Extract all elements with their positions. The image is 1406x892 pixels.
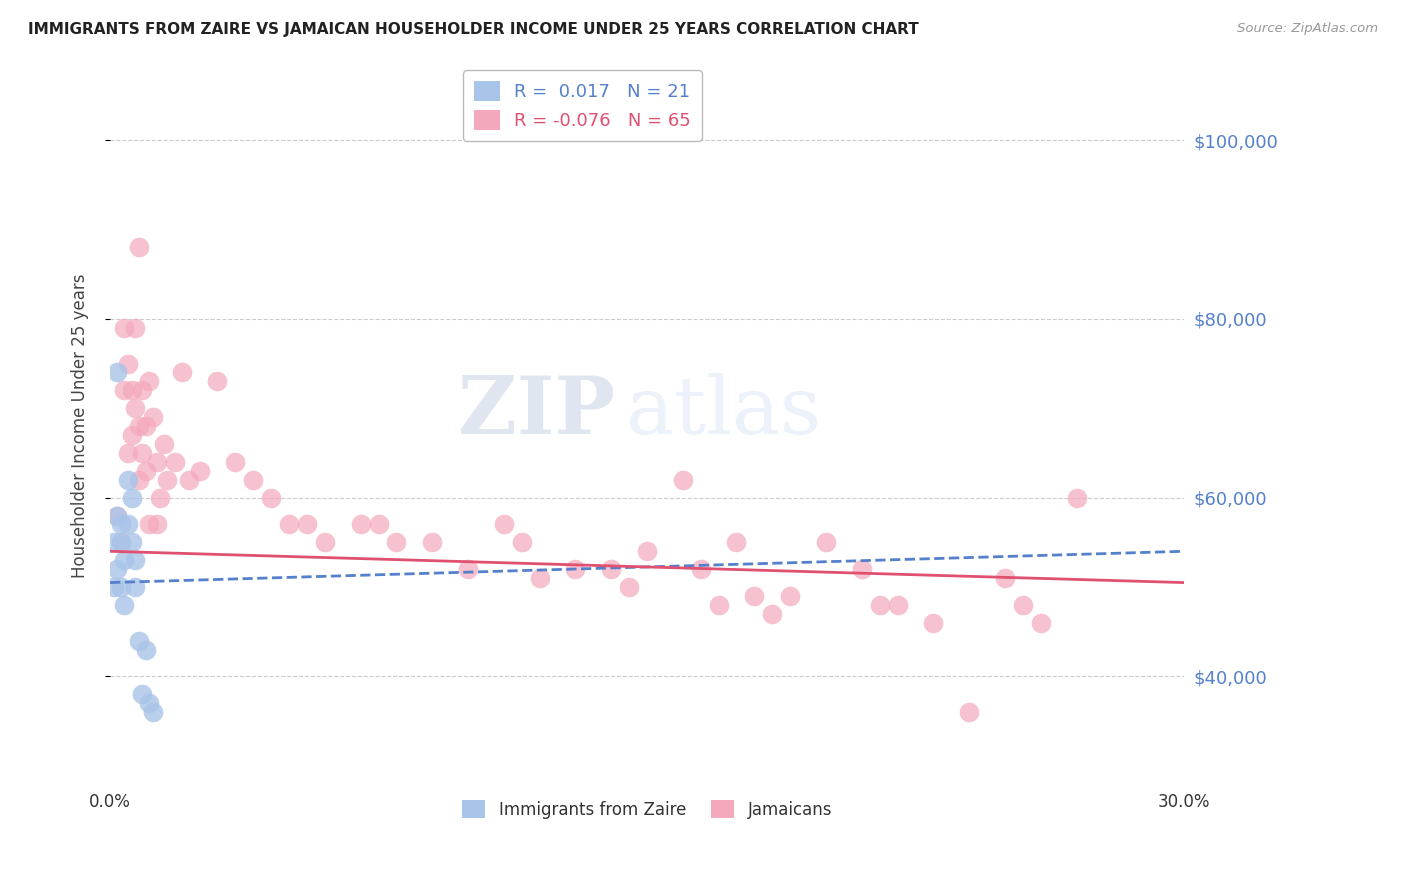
Point bbox=[163, 455, 186, 469]
Point bbox=[138, 375, 160, 389]
Point bbox=[124, 553, 146, 567]
Point bbox=[314, 535, 336, 549]
Point bbox=[124, 580, 146, 594]
Point bbox=[617, 580, 640, 594]
Point bbox=[117, 357, 139, 371]
Point bbox=[242, 473, 264, 487]
Point bbox=[600, 562, 623, 576]
Point bbox=[103, 535, 125, 549]
Legend: Immigrants from Zaire, Jamaicans: Immigrants from Zaire, Jamaicans bbox=[456, 794, 839, 825]
Point bbox=[112, 553, 135, 567]
Point bbox=[744, 589, 766, 603]
Text: IMMIGRANTS FROM ZAIRE VS JAMAICAN HOUSEHOLDER INCOME UNDER 25 YEARS CORRELATION : IMMIGRANTS FROM ZAIRE VS JAMAICAN HOUSEH… bbox=[28, 22, 920, 37]
Point bbox=[188, 464, 211, 478]
Point bbox=[121, 428, 143, 442]
Point bbox=[636, 544, 658, 558]
Text: atlas: atlas bbox=[626, 373, 821, 450]
Point bbox=[117, 446, 139, 460]
Point bbox=[128, 633, 150, 648]
Text: Source: ZipAtlas.com: Source: ZipAtlas.com bbox=[1237, 22, 1378, 36]
Point bbox=[814, 535, 837, 549]
Point bbox=[135, 464, 157, 478]
Point bbox=[156, 473, 179, 487]
Point bbox=[1029, 615, 1052, 630]
Point bbox=[105, 366, 128, 380]
Point bbox=[121, 384, 143, 398]
Point bbox=[124, 320, 146, 334]
Point bbox=[142, 410, 165, 425]
Point bbox=[457, 562, 479, 576]
Point bbox=[110, 535, 132, 549]
Point bbox=[869, 598, 891, 612]
Point bbox=[260, 491, 283, 505]
Point bbox=[994, 571, 1017, 585]
Point bbox=[105, 508, 128, 523]
Point bbox=[149, 491, 172, 505]
Point bbox=[112, 320, 135, 334]
Point bbox=[145, 517, 167, 532]
Point bbox=[112, 384, 135, 398]
Point bbox=[224, 455, 246, 469]
Point bbox=[110, 535, 132, 549]
Point bbox=[124, 401, 146, 416]
Y-axis label: Householder Income Under 25 years: Householder Income Under 25 years bbox=[72, 274, 89, 578]
Point bbox=[367, 517, 389, 532]
Point bbox=[131, 446, 153, 460]
Point bbox=[117, 473, 139, 487]
Point bbox=[105, 508, 128, 523]
Point bbox=[1011, 598, 1033, 612]
Point bbox=[689, 562, 711, 576]
Point bbox=[492, 517, 515, 532]
Point bbox=[138, 696, 160, 710]
Point bbox=[131, 384, 153, 398]
Point bbox=[121, 491, 143, 505]
Point bbox=[110, 517, 132, 532]
Point bbox=[510, 535, 533, 549]
Point bbox=[420, 535, 443, 549]
Point bbox=[564, 562, 586, 576]
Point bbox=[779, 589, 801, 603]
Point bbox=[177, 473, 200, 487]
Point bbox=[117, 517, 139, 532]
Point bbox=[121, 535, 143, 549]
Point bbox=[145, 455, 167, 469]
Point bbox=[957, 705, 980, 719]
Point bbox=[207, 375, 229, 389]
Point bbox=[142, 705, 165, 719]
Point bbox=[529, 571, 551, 585]
Point bbox=[138, 517, 160, 532]
Point bbox=[131, 687, 153, 701]
Point bbox=[886, 598, 908, 612]
Point bbox=[761, 607, 783, 621]
Point bbox=[672, 473, 695, 487]
Point bbox=[922, 615, 945, 630]
Point bbox=[103, 580, 125, 594]
Point bbox=[725, 535, 748, 549]
Point bbox=[112, 598, 135, 612]
Point bbox=[135, 419, 157, 434]
Point bbox=[295, 517, 318, 532]
Point bbox=[128, 419, 150, 434]
Point bbox=[128, 240, 150, 254]
Point bbox=[1066, 491, 1088, 505]
Text: ZIP: ZIP bbox=[458, 373, 614, 450]
Point bbox=[851, 562, 873, 576]
Point bbox=[170, 366, 193, 380]
Point bbox=[128, 473, 150, 487]
Point bbox=[278, 517, 301, 532]
Point bbox=[105, 562, 128, 576]
Point bbox=[152, 437, 174, 451]
Point bbox=[135, 642, 157, 657]
Point bbox=[385, 535, 408, 549]
Point bbox=[110, 580, 132, 594]
Point bbox=[349, 517, 371, 532]
Point bbox=[707, 598, 730, 612]
